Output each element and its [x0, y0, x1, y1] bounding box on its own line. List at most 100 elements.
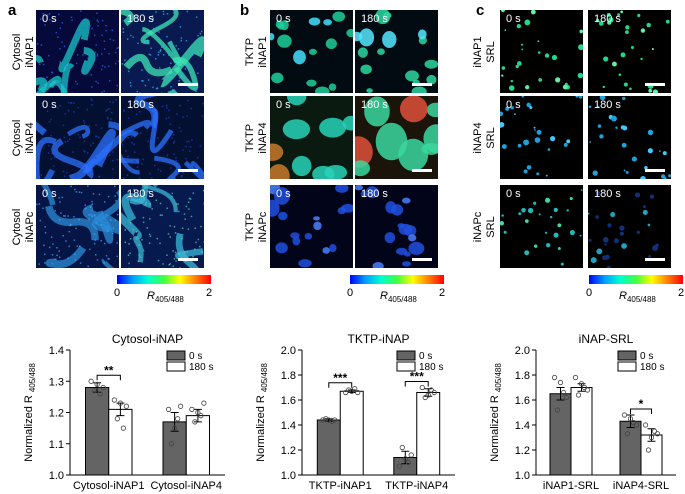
fluorescent-spot [636, 230, 640, 234]
cell-boundary [153, 155, 181, 179]
noise-pixel [89, 248, 91, 251]
noise-pixel [175, 156, 177, 159]
organelle-blob [277, 34, 292, 48]
noise-pixel [178, 79, 181, 82]
noise-pixel [170, 85, 172, 88]
noise-pixel [88, 125, 90, 127]
noise-pixel [47, 152, 50, 154]
noise-pixel [187, 201, 190, 203]
cell-boundary [82, 134, 119, 174]
noise-pixel [110, 118, 113, 120]
noise-pixel [178, 72, 180, 75]
noise-pixel [199, 245, 201, 248]
data-point [581, 384, 588, 391]
fluorescent-spot [569, 229, 575, 236]
scale-bar [645, 83, 665, 86]
noise-pixel [67, 140, 69, 142]
legend-label: 0 s [419, 351, 432, 362]
noise-pixel [78, 218, 80, 221]
fluorescent-spot [579, 234, 582, 237]
noise-pixel [186, 115, 188, 117]
noise-pixel [131, 141, 133, 144]
noise-pixel [112, 146, 115, 149]
noise-pixel [82, 54, 84, 56]
noise-pixel [76, 175, 78, 177]
fluorescent-spot [648, 88, 653, 93]
scale-bar [178, 169, 198, 172]
data-point [651, 428, 658, 434]
fluorescent-spot [595, 215, 599, 219]
fluorescent-spot [640, 176, 646, 179]
fluorescent-spot [621, 243, 627, 249]
noise-pixel [58, 83, 61, 86]
bar [416, 392, 441, 476]
fluorescent-spot [534, 137, 541, 143]
fluorescent-spot [580, 189, 583, 192]
noise-pixel [42, 137, 44, 140]
noise-pixel [175, 44, 177, 47]
colorbar-unit-sub: 405/488 [154, 295, 184, 305]
noise-pixel [56, 142, 59, 145]
organelle-blob [408, 234, 417, 242]
data-point [645, 447, 652, 453]
y-axis-label: Normalized R 405/488 [255, 363, 269, 462]
noise-pixel [114, 62, 117, 65]
cell-boundary [158, 36, 204, 88]
panel-letter: b [240, 2, 250, 19]
legend-label: 180 s [640, 362, 664, 373]
noise-pixel [171, 192, 173, 195]
noise-pixel [43, 63, 45, 66]
noise-pixel [107, 230, 109, 232]
cell-boundary [91, 189, 119, 233]
noise-pixel [107, 117, 109, 120]
legend-label: 180 s [189, 362, 213, 373]
fluorescent-spot [577, 72, 583, 79]
noise-pixel [73, 102, 75, 104]
noise-pixel [123, 109, 125, 112]
noise-pixel [177, 253, 180, 255]
fluorescent-spot [606, 12, 611, 17]
noise-pixel [193, 88, 196, 90]
noise-pixel [193, 162, 196, 164]
time-label: 180 s [594, 99, 621, 111]
noise-pixel [50, 171, 53, 173]
noise-pixel [89, 206, 92, 208]
noise-pixel [186, 10, 189, 13]
noise-pixel [166, 207, 168, 210]
noise-pixel [162, 13, 165, 15]
data-point [431, 389, 437, 396]
noise-pixel [66, 171, 68, 174]
fluorescent-spot [595, 18, 600, 23]
cell-boundary [101, 258, 115, 268]
fluorescent-spot [566, 209, 569, 212]
noise-pixel [161, 214, 163, 216]
fluorescent-spot [620, 52, 626, 58]
noise-pixel [141, 61, 144, 64]
y-tick-label: 1.8 [281, 370, 296, 382]
noise-pixel [103, 242, 106, 245]
noise-pixel [132, 228, 135, 231]
noise-pixel [126, 167, 128, 169]
chart-title: Cytosol-iNAP [112, 332, 183, 346]
noise-pixel [44, 226, 46, 228]
organelle-blob [397, 223, 406, 229]
noise-pixel [127, 137, 130, 139]
noise-pixel [147, 190, 149, 192]
organelle-blob [335, 185, 349, 193]
noise-pixel [159, 202, 162, 205]
noise-pixel [200, 225, 202, 228]
organelle-blob [308, 48, 317, 55]
fluorescent-spot [526, 102, 531, 108]
noise-pixel [157, 168, 160, 171]
data-point [405, 459, 411, 466]
noise-pixel [64, 141, 67, 143]
noise-pixel [96, 12, 98, 15]
fluorescent-spot [557, 223, 562, 228]
fluorescent-spot [553, 232, 559, 238]
fluorescent-spot [563, 142, 568, 147]
fluorescent-spot [602, 85, 605, 89]
organelle-blob [306, 79, 317, 87]
noise-pixel [179, 104, 181, 107]
noise-pixel [105, 255, 108, 257]
noise-pixel [76, 54, 79, 56]
